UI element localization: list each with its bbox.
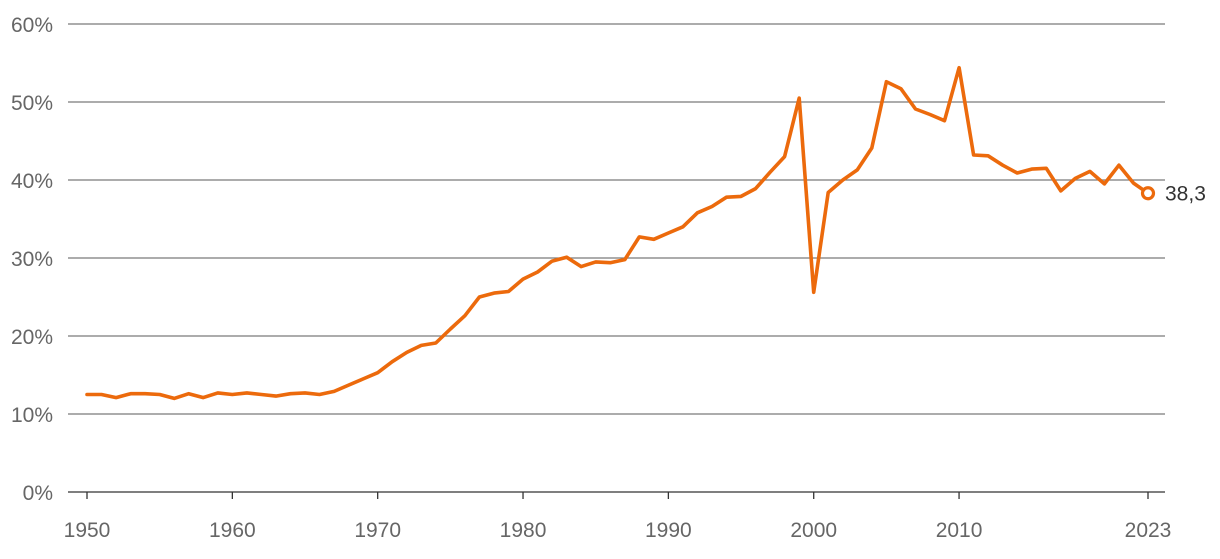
y-tick-label: 60% [11,14,53,37]
x-tick-label: 1970 [354,519,401,542]
x-tick-label: 2010 [936,519,983,542]
end-label-layer: 38,3 [1140,182,1206,205]
y-tick-label: 30% [11,248,53,271]
y-axis-tick-labels: 0% 10% 20% 30% 40% 50% 60% [11,14,53,505]
y-tick-label: 50% [11,92,53,115]
series-line [85,65,1150,401]
end-value-label: 38,3 [1165,182,1206,205]
y-tick-label: 20% [11,326,53,349]
y-tick-label: 10% [11,404,53,427]
series-layer [85,65,1150,401]
x-tick-label: 2000 [790,519,837,542]
y-tick-label: 0% [23,482,53,505]
x-tick-label: 2023 [1125,519,1172,542]
x-axis: 1950 1960 1970 1980 1990 2000 2010 2023 [64,491,1172,542]
x-tick-label: 1990 [645,519,692,542]
x-tick-label: 1980 [500,519,547,542]
y-tick-label: 40% [11,170,53,193]
x-tick-label: 1960 [209,519,256,542]
end-point-marker [1140,186,1156,201]
gridlines [68,23,1165,415]
x-tick-label: 1950 [64,519,111,542]
